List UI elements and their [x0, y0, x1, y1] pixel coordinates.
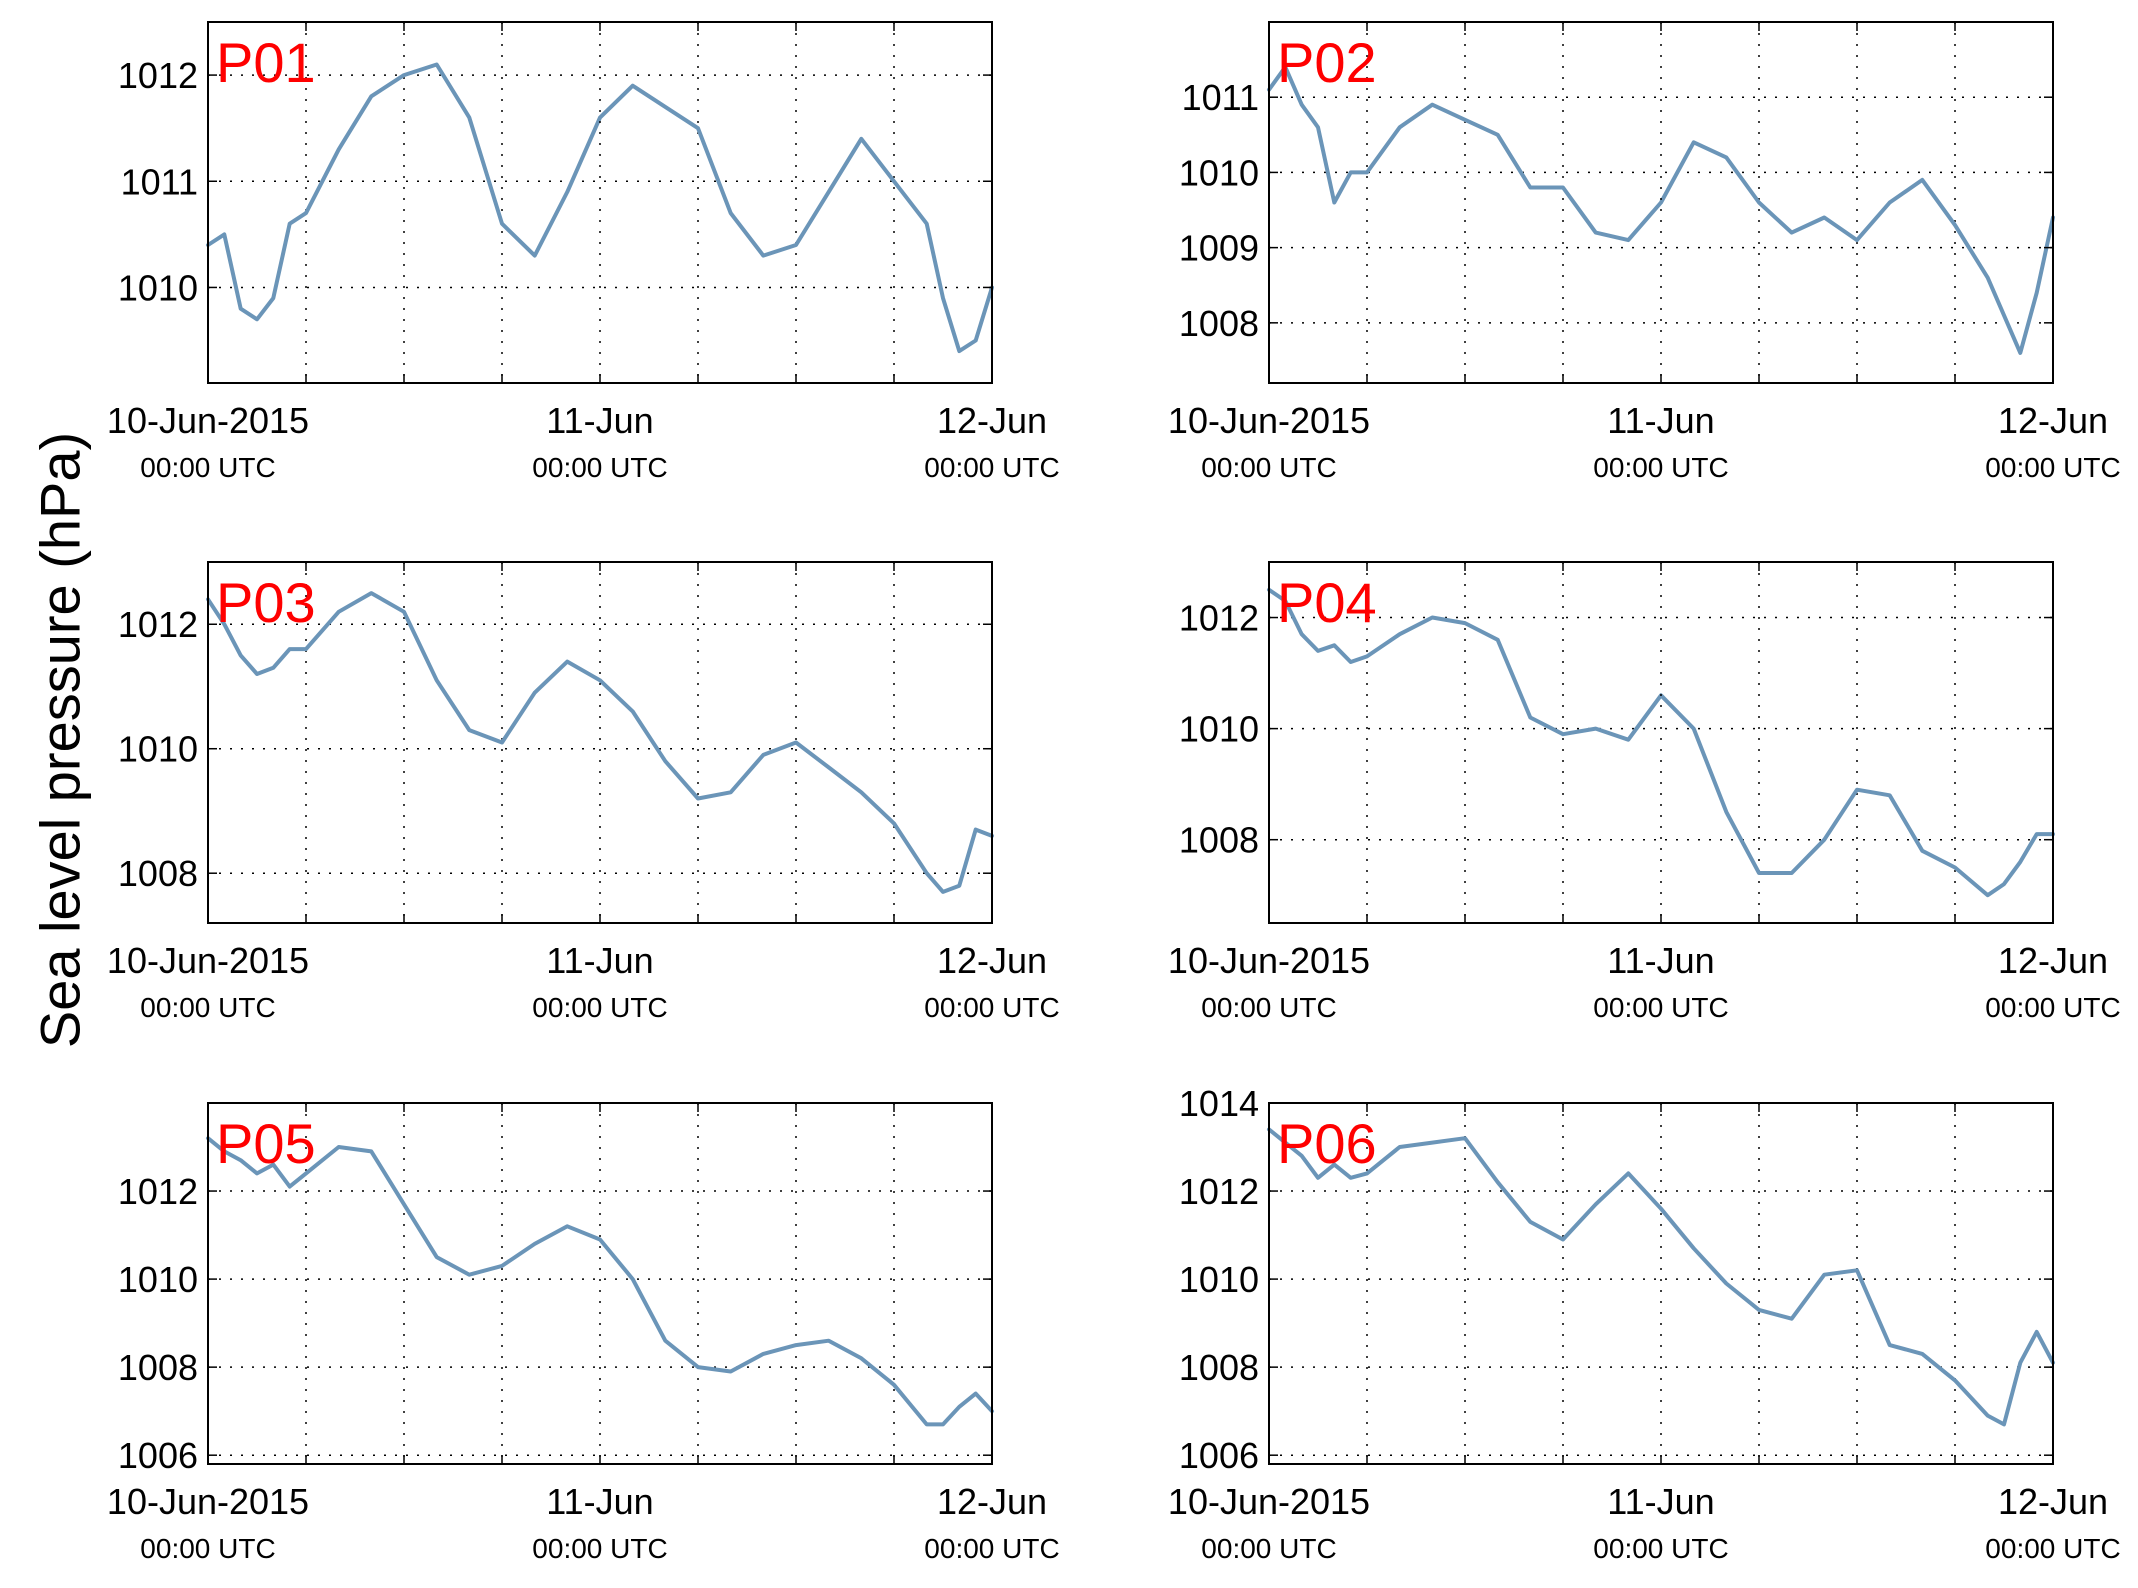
- y-tick-label: 1012: [118, 55, 198, 96]
- x-tick-sublabel: 00:00 UTC: [924, 992, 1059, 1023]
- series-line-p06: [1267, 1127, 2055, 1427]
- series-line-p04: [1267, 587, 2055, 898]
- panel-label: P06: [1277, 1112, 1377, 1175]
- x-tick-sublabel: 00:00 UTC: [532, 1533, 667, 1564]
- x-tick-label: 11-Jun: [546, 940, 653, 981]
- plot-frame: [207, 21, 993, 384]
- y-tick-label: 1010: [118, 1259, 198, 1300]
- panel-p02: 1008 1009 1010 1011 10-Jun-2015 00:00 UTC 11-J…: [1168, 21, 2121, 483]
- x-tick-sublabel: 00:00 UTC: [140, 992, 275, 1023]
- x-tick-sublabel: 00:00 UTC: [1201, 452, 1336, 483]
- series-line-p05: [206, 1136, 994, 1427]
- panel-label: P03: [216, 571, 316, 634]
- x-tick-sublabel: 00:00 UTC: [1201, 992, 1336, 1023]
- x-tick-sublabel: 00:00 UTC: [924, 1533, 1059, 1564]
- x-tick-sublabel: 00:00 UTC: [1201, 1533, 1336, 1564]
- x-tick-sublabel: 00:00 UTC: [140, 452, 275, 483]
- x-tick-label: 12-Jun: [1998, 400, 2108, 441]
- x-tick-label: 11-Jun: [546, 400, 653, 441]
- panel-label: P01: [216, 31, 316, 94]
- x-tick-label: 11-Jun: [546, 1481, 653, 1522]
- x-tick-label: 10-Jun-2015: [1168, 400, 1370, 441]
- panel-label: P04: [1277, 571, 1377, 634]
- x-tick-label: 10-Jun-2015: [1168, 1481, 1370, 1522]
- x-tick-label: 12-Jun: [1998, 1481, 2108, 1522]
- x-tick-sublabel: 00:00 UTC: [532, 452, 667, 483]
- x-tick-label: 12-Jun: [937, 1481, 1047, 1522]
- series-line-p01: [206, 62, 994, 354]
- y-tick-label: 1014: [1179, 1083, 1259, 1124]
- x-tick-label: 10-Jun-2015: [1168, 940, 1370, 981]
- x-tick-label: 11-Jun: [1607, 1481, 1714, 1522]
- x-tick-label: 12-Jun: [937, 940, 1047, 981]
- plot-frame: [207, 561, 993, 924]
- series-line-p03: [206, 591, 994, 894]
- y-tick-label: 1010: [118, 267, 198, 308]
- series-line-p02: [1267, 65, 2055, 355]
- x-tick-sublabel: 00:00 UTC: [1593, 452, 1728, 483]
- y-tick-label: 1012: [118, 1171, 198, 1212]
- y-tick-label: 1006: [118, 1435, 198, 1476]
- y-tick-label: 1008: [118, 1347, 198, 1388]
- y-tick-label: 1011: [1182, 77, 1259, 118]
- x-tick-label: 11-Jun: [1607, 940, 1714, 981]
- y-tick-label: 1008: [1179, 820, 1259, 861]
- y-tick-label: 1009: [1179, 228, 1259, 269]
- y-tick-label: 1008: [1179, 1347, 1259, 1388]
- panel-p06: 1006 1008 1010 1012 1014 10-Jun-2015 00:00 UTC…: [1168, 1083, 2121, 1564]
- y-tick-label: 1012: [1179, 598, 1259, 639]
- x-tick-sublabel: 00:00 UTC: [1593, 992, 1728, 1023]
- x-tick-sublabel: 00:00 UTC: [1985, 992, 2120, 1023]
- y-tick-label: 1010: [1179, 709, 1259, 750]
- y-tick-label: 1012: [118, 604, 198, 645]
- y-tick-label: 1012: [1179, 1171, 1259, 1212]
- x-tick-sublabel: 00:00 UTC: [1593, 1533, 1728, 1564]
- y-tick-label: 1010: [1179, 152, 1259, 193]
- y-tick-label: 1008: [118, 853, 198, 894]
- x-tick-label: 11-Jun: [1607, 400, 1714, 441]
- plot-frame: [1268, 561, 2054, 924]
- x-tick-sublabel: 00:00 UTC: [1985, 452, 2120, 483]
- y-tick-label: 1011: [121, 161, 198, 202]
- x-tick-sublabel: 00:00 UTC: [1985, 1533, 2120, 1564]
- x-tick-label: 10-Jun-2015: [107, 940, 309, 981]
- y-tick-label: 1010: [118, 729, 198, 770]
- x-tick-label: 10-Jun-2015: [107, 400, 309, 441]
- x-tick-sublabel: 00:00 UTC: [532, 992, 667, 1023]
- panel-p04: 1008 1010 1012 10-Jun-2015 00:00 UTC 11-Jun 00…: [1168, 561, 2121, 1023]
- x-tick-label: 12-Jun: [1998, 940, 2108, 981]
- x-tick-sublabel: 00:00 UTC: [140, 1533, 275, 1564]
- x-tick-sublabel: 00:00 UTC: [924, 452, 1059, 483]
- panel-p03: 1008 1010 1012 10-Jun-2015 00:00 UTC 11-Jun 00…: [107, 561, 1060, 1023]
- y-tick-label: 1008: [1179, 303, 1259, 344]
- panel-label: P05: [216, 1112, 316, 1175]
- panel-label: P02: [1277, 31, 1377, 94]
- y-tick-label: 1010: [1179, 1259, 1259, 1300]
- y-tick-label: 1006: [1179, 1435, 1259, 1476]
- x-tick-label: 10-Jun-2015: [107, 1481, 309, 1522]
- panel-p05: 1006 1008 1010 1012 10-Jun-2015 00:00 UTC 11-J…: [107, 1102, 1060, 1564]
- panel-p01: 1010 1011 1012 10-Jun-2015 00:00 UTC 11-Jun 00…: [107, 21, 1060, 483]
- x-tick-label: 12-Jun: [937, 400, 1047, 441]
